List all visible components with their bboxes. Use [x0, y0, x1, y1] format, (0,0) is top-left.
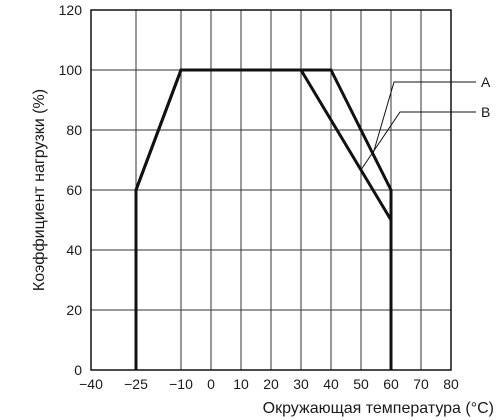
y-tick-label: 0: [74, 362, 82, 378]
plot-frame: [90, 9, 452, 371]
x-tick-label: 20: [263, 376, 279, 392]
y-tick-labels: 0 20 40 60 80 100 120: [59, 2, 83, 378]
y-tick-label: 80: [66, 122, 82, 138]
y-tick-label: 120: [59, 2, 83, 18]
x-tick-label: 60: [383, 376, 399, 392]
x-axis-label: Окружающая температура (°С): [263, 400, 494, 417]
series-label-b: B: [481, 104, 490, 120]
x-tick-label: −40: [79, 376, 103, 392]
x-tick-labels: −40 −25 −10 0 10 20 30 40 50 60 70 80: [79, 376, 459, 392]
series-lines: [134, 68, 393, 370]
callout-leader-b: [360, 111, 476, 171]
series-callouts: AB: [360, 74, 491, 171]
x-tick-label: 70: [413, 376, 429, 392]
x-tick-label: 0: [207, 376, 215, 392]
x-tick-label: 10: [233, 376, 249, 392]
series-label-a: A: [481, 74, 491, 90]
y-axis-label: Коэффициент нагрузки (%): [31, 89, 48, 291]
x-tick-label: 30: [293, 376, 309, 392]
x-tick-label: −10: [169, 376, 193, 392]
y-tick-label: 20: [66, 302, 82, 318]
x-tick-label: −25: [124, 376, 148, 392]
grid: [90, 9, 452, 371]
plot-border: [90, 9, 452, 371]
series-line-b: [134, 68, 393, 370]
callout-leader-a: [372, 81, 476, 155]
y-tick-label: 100: [59, 62, 83, 78]
series-line-a: [134, 68, 393, 370]
x-tick-label: 50: [353, 376, 369, 392]
y-tick-label: 60: [66, 182, 82, 198]
x-tick-label: 40: [323, 376, 339, 392]
y-tick-label: 40: [66, 242, 82, 258]
x-tick-label: 80: [443, 376, 459, 392]
